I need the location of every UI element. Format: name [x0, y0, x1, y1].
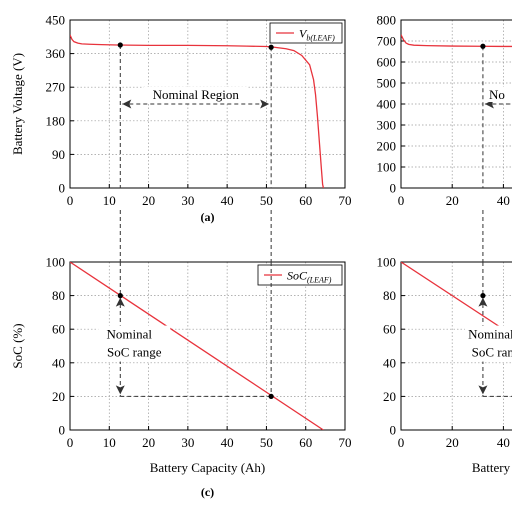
series-line	[70, 35, 323, 188]
y-tick-label: 800	[377, 13, 397, 28]
x-tick-label: 30	[181, 435, 194, 450]
y-tick-label: 0	[390, 181, 397, 196]
data-marker	[269, 394, 274, 399]
y-tick-label: 100	[377, 255, 397, 270]
x-tick-label: 40	[221, 435, 234, 450]
nominal-soc-label-2: SoC range	[472, 345, 512, 360]
panel-a: 0 10 20 30 40 50 60 70 0 90 180 270 360 450 Battery Vo…	[10, 13, 352, 225]
y-tick-label: 0	[390, 423, 397, 438]
y-tick-label: 80	[383, 288, 396, 303]
x-axis-label: Battery	[472, 460, 511, 475]
data-marker	[480, 293, 485, 298]
y-tick-label: 180	[46, 113, 66, 128]
y-tick-label: 360	[46, 46, 66, 61]
x-tick-label: 10	[103, 193, 116, 208]
x-tick-label: 60	[299, 193, 312, 208]
x-tick-label: 10	[103, 435, 116, 450]
panel-d: 0204060020406080100BatteryNominalSoC ran…	[377, 255, 512, 476]
data-marker	[269, 45, 274, 50]
nominal-region-label: Nominal Region	[153, 87, 240, 102]
y-axis-label: Battery Voltage (V)	[10, 53, 25, 155]
y-tick-label: 20	[52, 389, 65, 404]
data-marker	[118, 42, 123, 47]
x-tick-label: 70	[339, 435, 352, 450]
nominal-region-label-partial: No	[489, 87, 505, 102]
y-tick-label: 100	[377, 160, 397, 175]
nominal-soc-label-1: Nominal	[468, 327, 512, 342]
x-tick-label: 0	[67, 435, 74, 450]
arrow-head	[478, 385, 487, 394]
x-axis-label: Battery Capacity (Ah)	[150, 460, 266, 475]
y-tick-label: 60	[383, 322, 396, 337]
x-tick-label: 40	[497, 435, 510, 450]
x-tick-label: 0	[398, 193, 405, 208]
y-tick-label: 90	[52, 147, 65, 162]
y-tick-label: 40	[383, 355, 396, 370]
x-tick-label: 0	[67, 193, 74, 208]
data-marker	[480, 44, 485, 49]
x-tick-label: 20	[142, 435, 155, 450]
nominal-soc-label-2: SoC range	[107, 345, 162, 360]
x-tick-label: 20	[446, 193, 459, 208]
y-tick-label: 40	[52, 355, 65, 370]
arrow-head	[260, 100, 269, 109]
x-tick-label: 50	[260, 193, 273, 208]
y-tick-label: 300	[377, 118, 397, 133]
y-tick-label: 80	[52, 288, 65, 303]
legend-sub: (LEAF)	[307, 276, 332, 285]
panel-b: 02040600100200300400500600700800No	[377, 13, 512, 209]
y-axis-label: SoC (%)	[10, 323, 25, 368]
y-tick-label: 100	[46, 255, 66, 270]
legend-main: SoC	[287, 269, 308, 283]
x-tick-label: 30	[181, 193, 194, 208]
data-marker	[118, 293, 123, 298]
y-tick-label: 0	[59, 181, 66, 196]
y-tick-label: 400	[377, 97, 397, 112]
y-tick-label: 700	[377, 34, 397, 49]
x-tick-label: 60	[299, 435, 312, 450]
x-tick-label: 40	[497, 193, 510, 208]
y-tick-label: 600	[377, 55, 397, 70]
y-tick-label: 200	[377, 139, 397, 154]
y-tick-label: 270	[46, 80, 66, 95]
x-tick-label: 70	[339, 193, 352, 208]
arrow-head	[116, 385, 125, 394]
x-tick-label: 40	[221, 193, 234, 208]
x-tick-label: 20	[446, 435, 459, 450]
y-tick-label: 20	[383, 389, 396, 404]
x-tick-label: 0	[398, 435, 405, 450]
y-tick-label: 450	[46, 13, 66, 28]
y-tick-label: 0	[59, 423, 66, 438]
panel-label: (c)	[201, 485, 214, 499]
nominal-soc-label-1: Nominal	[107, 327, 153, 342]
panel-c: 0 10 20 30 40 50 60 70 0 20 40 60 80 100 SoC (%) Batter…	[10, 255, 352, 500]
x-tick-label: 20	[142, 193, 155, 208]
y-tick-label: 60	[52, 322, 65, 337]
legend-sub: b(LEAF)	[306, 34, 335, 43]
series-line	[401, 35, 512, 47]
panel-label: (a)	[201, 210, 215, 224]
y-tick-label: 500	[377, 76, 397, 91]
x-tick-label: 50	[260, 435, 273, 450]
